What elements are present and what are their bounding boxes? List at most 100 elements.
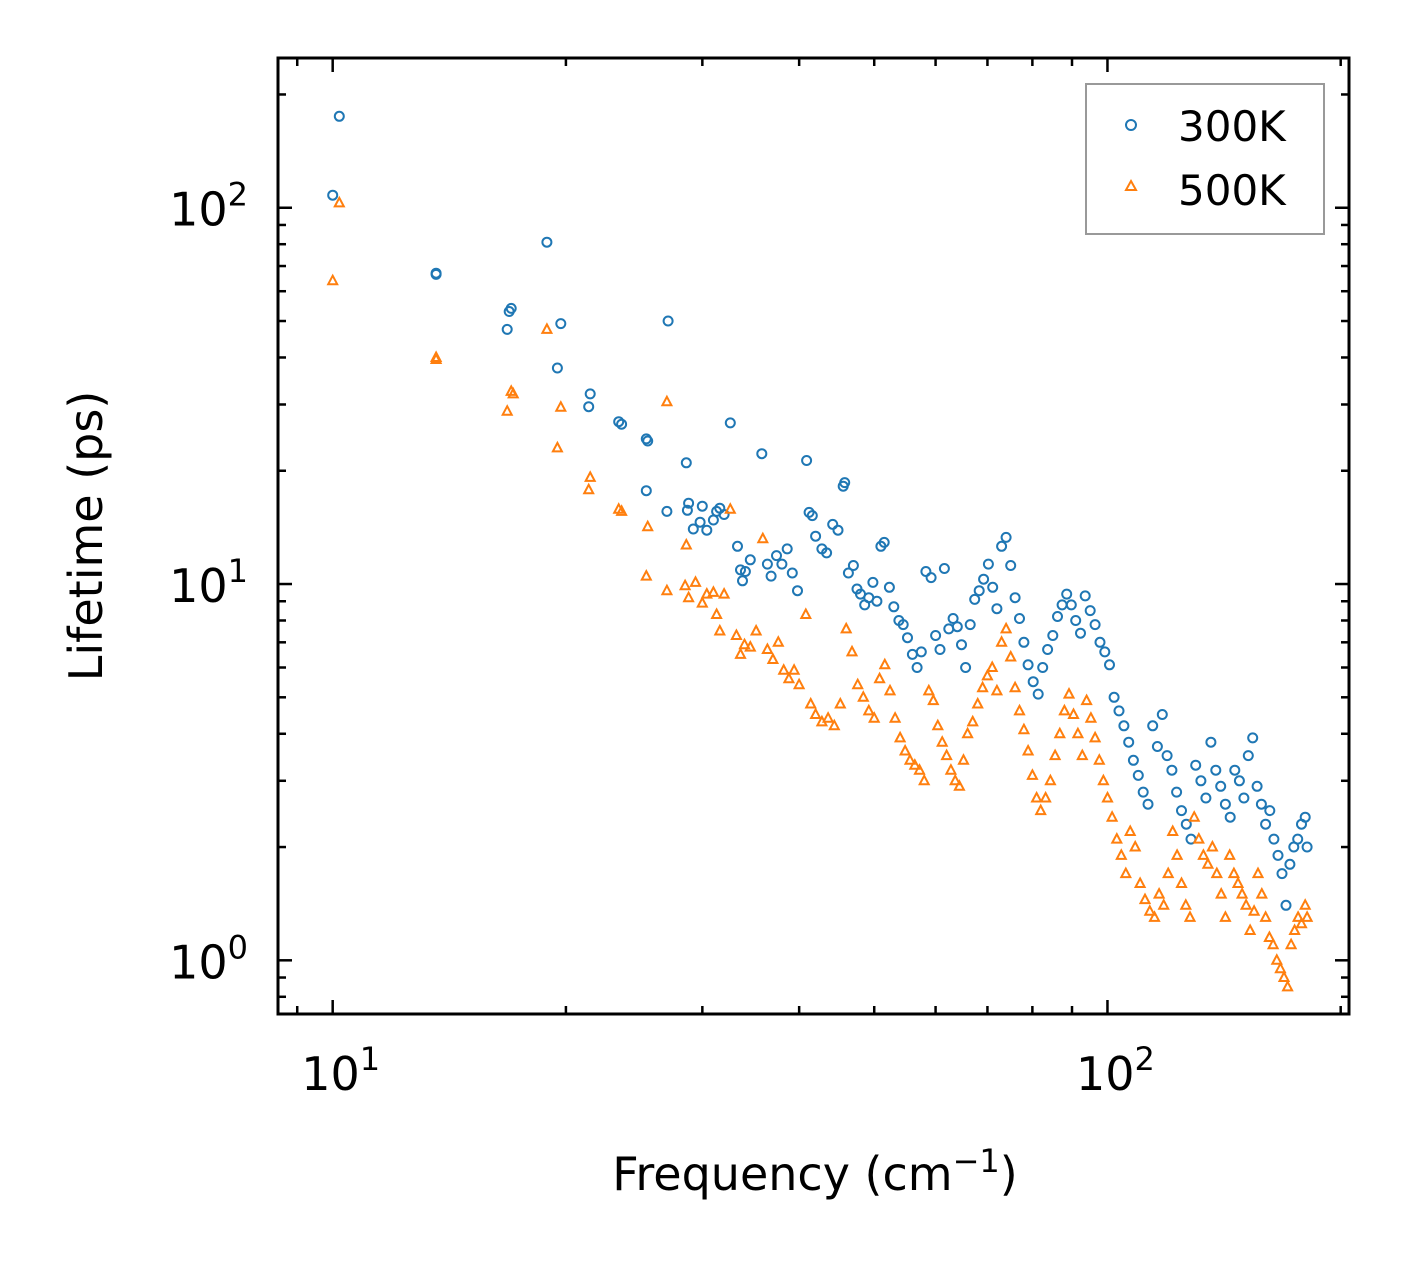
point-500k-29 <box>730 628 743 640</box>
point-300k-151 <box>1284 858 1296 870</box>
point-500k-103 <box>1093 753 1106 765</box>
point-300k-64 <box>883 581 895 593</box>
point-500k-127 <box>1201 857 1215 869</box>
point-300k-121 <box>1147 720 1159 732</box>
point-300k-96 <box>1027 676 1039 688</box>
point-500k-130 <box>1215 886 1228 899</box>
point-500k-93 <box>1048 748 1062 761</box>
point-500k-86 <box>1017 722 1031 735</box>
point-500k-55 <box>873 671 886 684</box>
point-500k-132 <box>1223 848 1236 860</box>
point-300k-23 <box>694 516 706 528</box>
point-500k-46 <box>821 711 835 723</box>
point-500k-143 <box>1266 937 1280 950</box>
point-300k-67 <box>897 619 909 631</box>
point-500k-3 <box>429 352 443 364</box>
point-500k-96 <box>1062 686 1076 699</box>
point-500k-109 <box>1119 866 1132 879</box>
point-500k-76 <box>971 696 984 709</box>
point-500k-125 <box>1192 831 1205 844</box>
point-300k-148 <box>1272 849 1284 861</box>
point-300k-80 <box>956 639 967 651</box>
point-500k-23 <box>700 586 713 599</box>
point-500k-117 <box>1157 898 1170 910</box>
point-300k-95 <box>1022 659 1034 671</box>
point-500k-53 <box>862 703 875 716</box>
point-300k-41 <box>781 543 793 555</box>
point-300k-97 <box>1032 688 1044 700</box>
point-300k-112 <box>1104 659 1115 671</box>
point-500k-44 <box>809 707 822 719</box>
point-300k-22 <box>687 523 699 535</box>
point-500k-94 <box>1053 726 1066 739</box>
point-500k-79 <box>986 660 999 672</box>
point-500k-123 <box>1183 910 1197 922</box>
point-500k-92 <box>1044 773 1057 786</box>
point-300k-3 <box>430 267 442 279</box>
point-300k-122 <box>1151 741 1163 752</box>
point-500k-49 <box>840 621 853 634</box>
point-500k-33 <box>749 623 763 636</box>
point-300k-46 <box>806 510 818 522</box>
point-300k-106 <box>1075 627 1086 639</box>
y-tick-label-100: 102 <box>169 176 248 237</box>
point-500k-82 <box>999 621 1013 634</box>
point-300k-84 <box>973 585 985 597</box>
point-300k-25 <box>701 524 713 536</box>
point-300k-37 <box>761 558 773 570</box>
axis-ticks <box>278 58 1349 1014</box>
legend-box <box>1085 83 1325 235</box>
point-500k-135 <box>1235 886 1249 899</box>
point-300k-88 <box>991 603 1003 615</box>
point-300k-32 <box>735 564 746 576</box>
point-500k-120 <box>1170 848 1184 860</box>
point-300k-103 <box>1061 588 1073 600</box>
point-300k-147 <box>1268 833 1280 845</box>
y-tick-label-1: 100 <box>169 928 248 989</box>
point-300k-44 <box>801 455 813 466</box>
point-300k-6 <box>501 323 513 335</box>
point-300k-12 <box>613 416 625 428</box>
point-300k-139 <box>1233 775 1245 787</box>
point-500k-19 <box>678 578 692 591</box>
point-500k-150 <box>1291 910 1305 922</box>
point-300k-35 <box>744 554 756 566</box>
point-500k-25 <box>710 607 723 619</box>
x-axis-label: Frequency (cm−1) <box>612 1142 1017 1201</box>
point-500k-138 <box>1247 904 1261 916</box>
point-500k-10 <box>584 470 597 482</box>
point-300k-78 <box>947 613 959 624</box>
point-300k-1 <box>327 189 339 201</box>
point-500k-116 <box>1152 886 1166 899</box>
point-500k-69 <box>940 748 953 761</box>
point-300k-140 <box>1238 792 1250 804</box>
point-300k-18 <box>661 505 673 517</box>
point-300k-65 <box>888 601 900 613</box>
point-300k-149 <box>1276 868 1288 880</box>
x-tick-label-10: 101 <box>301 1040 380 1101</box>
point-300k-16 <box>640 485 652 497</box>
point-500k-27 <box>717 586 731 599</box>
point-300k-102 <box>1056 599 1068 611</box>
point-300k-132 <box>1200 792 1212 804</box>
point-500k-9 <box>551 440 564 453</box>
point-500k-85 <box>1013 703 1026 716</box>
point-300k-94 <box>1018 636 1030 648</box>
point-500k-108 <box>1115 848 1128 860</box>
point-300k-111 <box>1099 646 1111 658</box>
point-300k-34 <box>739 566 751 577</box>
point-300k-101 <box>1052 611 1063 622</box>
point-500k-40 <box>787 663 801 675</box>
point-500k-42 <box>799 607 812 619</box>
point-300k-130 <box>1190 759 1202 771</box>
point-500k-43 <box>804 696 817 709</box>
point-500k-145 <box>1274 961 1287 974</box>
point-300k-0 <box>333 110 345 122</box>
point-300k-60 <box>867 576 879 588</box>
point-300k-100 <box>1047 630 1059 641</box>
point-500k-52 <box>857 690 870 702</box>
point-500k-31 <box>738 637 751 650</box>
point-500k-142 <box>1263 930 1276 942</box>
point-500k-28 <box>724 502 737 514</box>
